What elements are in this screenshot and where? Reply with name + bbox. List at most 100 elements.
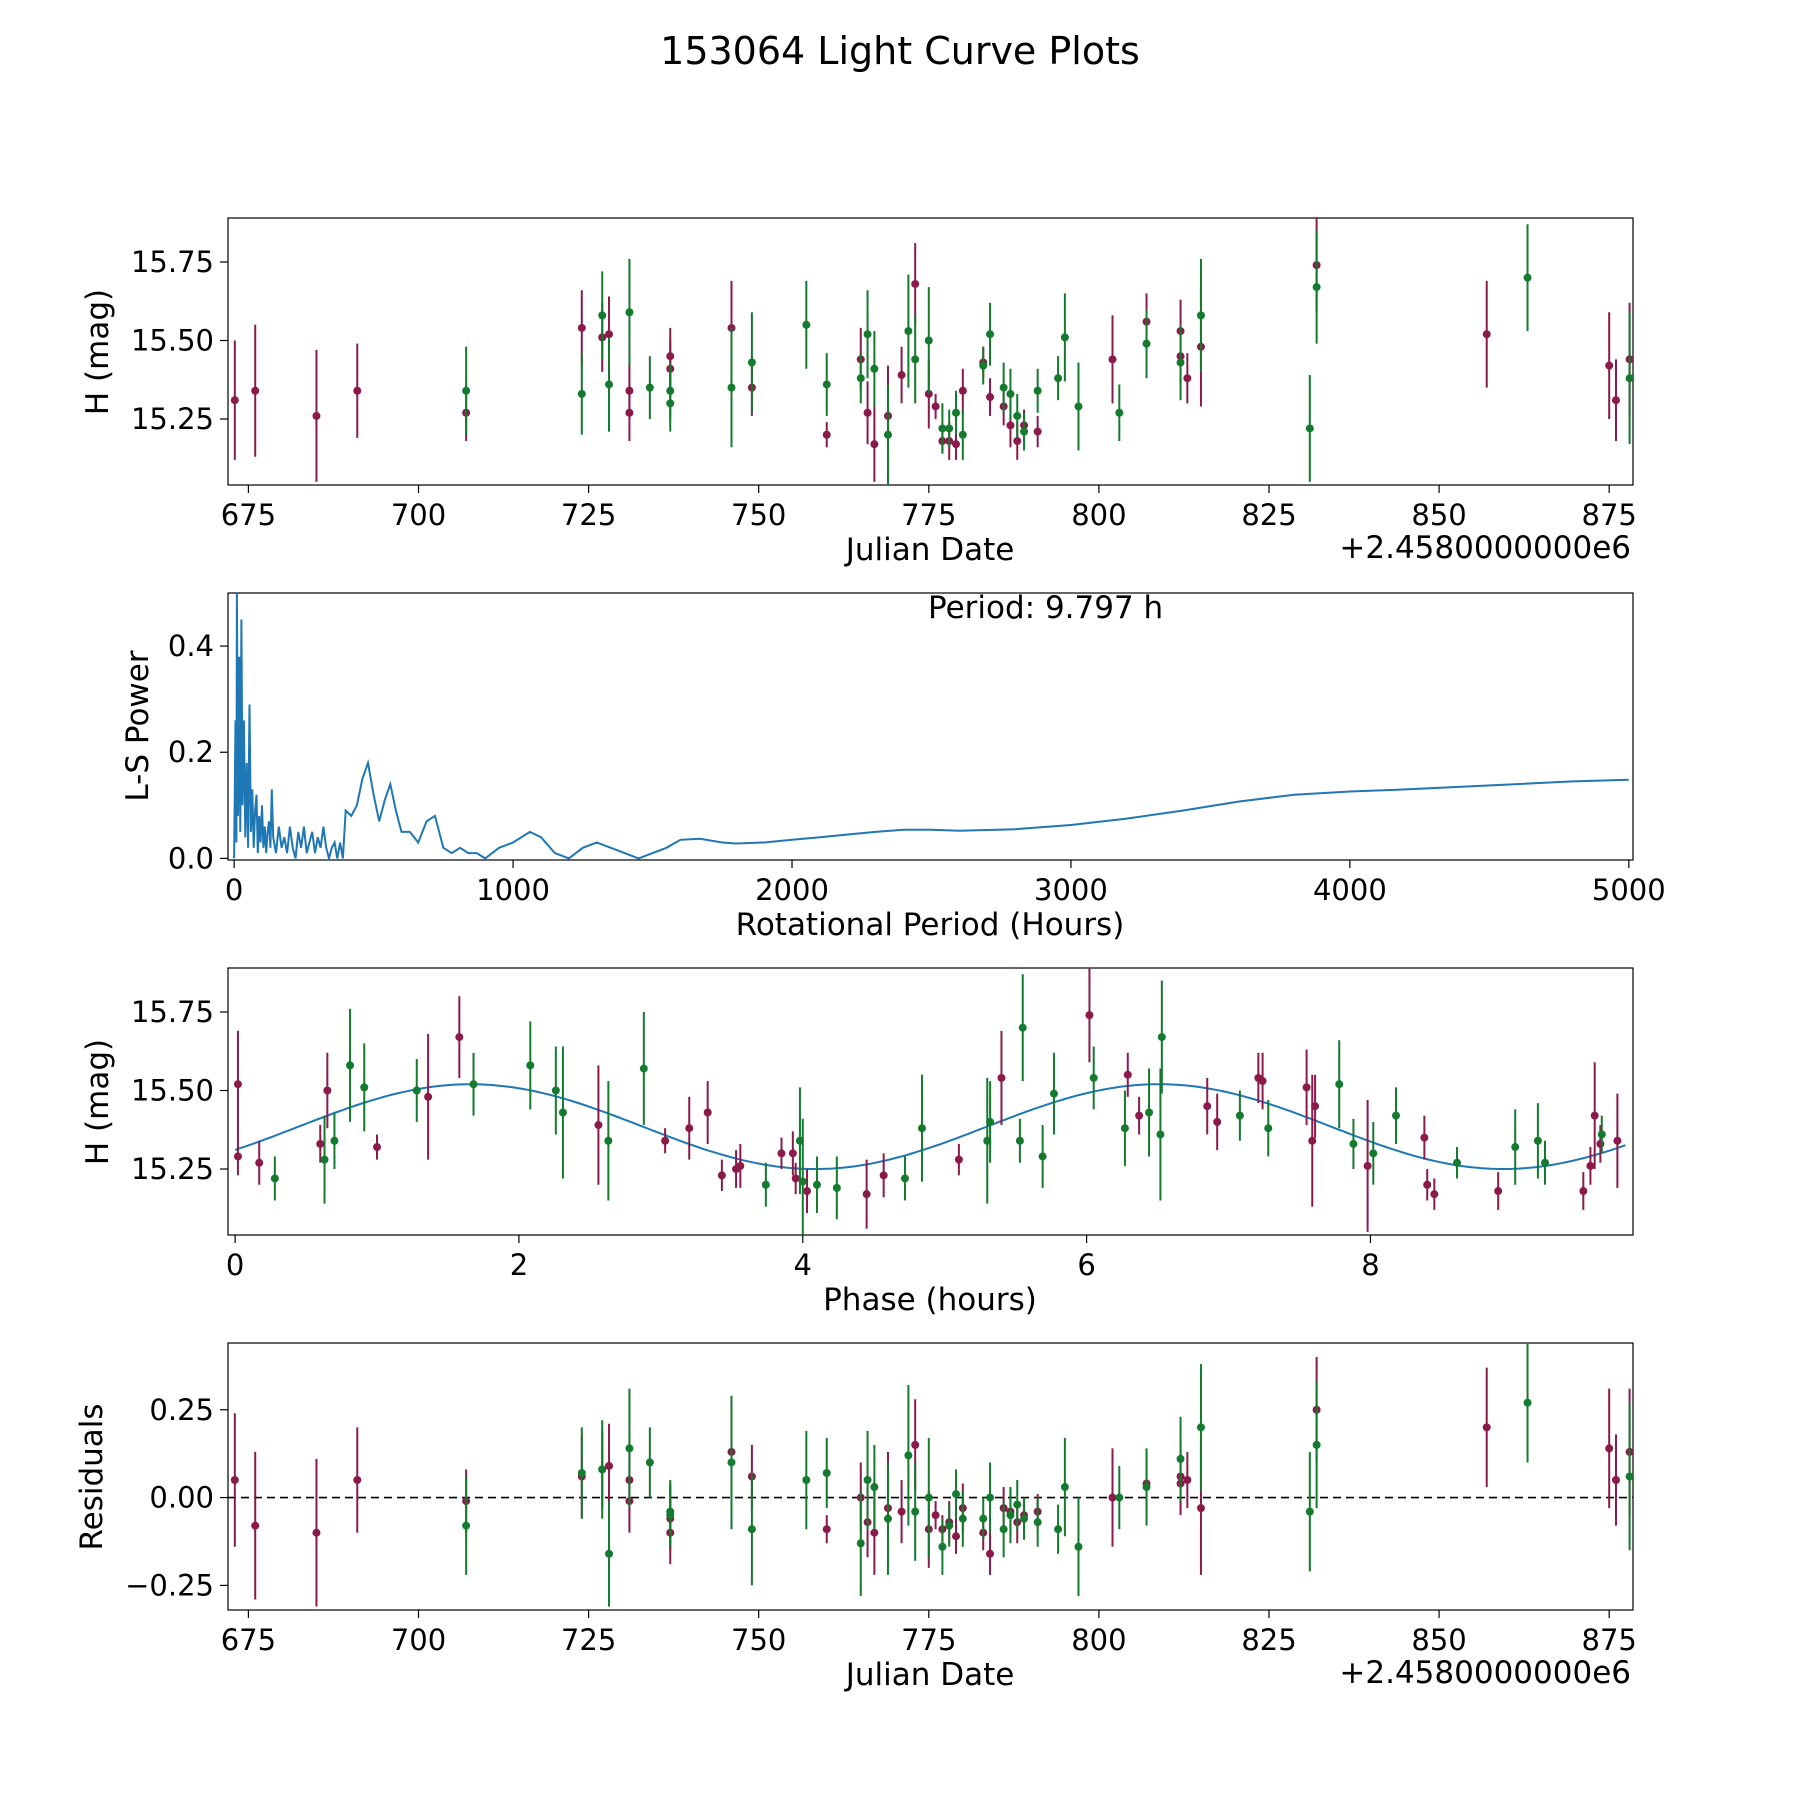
- data-point: [230, 1476, 239, 1485]
- data-point: [1605, 361, 1614, 370]
- data-point: [598, 311, 607, 320]
- x-tick-label: 700: [391, 1623, 446, 1657]
- data-point: [685, 1124, 694, 1133]
- data-point: [924, 1493, 933, 1502]
- data-point: [1074, 402, 1083, 411]
- data-point: [900, 1174, 909, 1183]
- x-tick-label: 4: [794, 1248, 812, 1282]
- data-point: [320, 1155, 329, 1164]
- y-tick-label: 0.0: [168, 841, 214, 875]
- data-point: [747, 358, 756, 367]
- data-point: [353, 1476, 362, 1485]
- data-point: [986, 1117, 995, 1126]
- data-point: [954, 1155, 963, 1164]
- data-point: [666, 1511, 675, 1520]
- panel-phase-folded-frame: [227, 967, 1634, 1236]
- panel-residuals-xlabel: Julian Date: [844, 1657, 1015, 1693]
- data-point: [1349, 1139, 1358, 1148]
- data-point: [1611, 396, 1620, 405]
- x-tick-label: 675: [221, 498, 276, 532]
- data-point: [952, 408, 961, 417]
- y-tick-label: 0.00: [149, 1481, 214, 1515]
- panel-residuals: 675 700 725 750 775 800 825 850 875 −0.25 0.00 0.25…: [74, 1342, 1637, 1693]
- data-point: [1115, 408, 1124, 417]
- x-tick-label: 1000: [476, 873, 550, 907]
- panel-phase-folded: 0 2 4 6 8 15.25 15.50 15.75 Phase (hours) H (ma…: [80, 967, 1634, 1318]
- data-point: [1176, 1454, 1185, 1463]
- data-point: [1482, 1423, 1491, 1432]
- data-point: [1176, 358, 1185, 367]
- panel-light-curve-xlabel: Julian Date: [844, 532, 1015, 568]
- data-point: [323, 1086, 332, 1095]
- x-tick-label: 700: [391, 498, 446, 532]
- data-point: [904, 1451, 913, 1460]
- data-point: [1302, 1083, 1311, 1092]
- x-tick-label: 725: [561, 498, 616, 532]
- data-point: [897, 1507, 906, 1516]
- data-point: [1579, 1187, 1588, 1196]
- data-point: [551, 1086, 560, 1095]
- data-point: [945, 1521, 954, 1530]
- data-point: [1523, 1398, 1532, 1407]
- data-point: [727, 1458, 736, 1467]
- data-point: [1060, 1483, 1069, 1492]
- data-point: [1060, 333, 1069, 342]
- data-point: [577, 1468, 586, 1477]
- data-point: [1049, 1089, 1058, 1098]
- data-point: [1120, 1124, 1129, 1133]
- data-point: [316, 1139, 325, 1148]
- data-point: [1074, 1542, 1083, 1551]
- x-tick-label: 800: [1071, 1623, 1126, 1657]
- data-point: [979, 361, 988, 370]
- period-annotation: Period: 9.797 h: [928, 590, 1163, 626]
- data-point: [1089, 1073, 1098, 1082]
- data-point: [1311, 1102, 1320, 1111]
- data-point: [791, 1174, 800, 1183]
- data-point: [1196, 1423, 1205, 1432]
- panel-residuals-marks: [228, 1343, 1633, 1607]
- data-point: [639, 1064, 648, 1073]
- data-point: [577, 323, 586, 332]
- x-tick-label: 5000: [1592, 873, 1666, 907]
- data-point: [883, 430, 892, 439]
- data-point: [911, 279, 920, 288]
- data-point: [870, 1483, 879, 1492]
- data-point: [455, 1033, 464, 1042]
- y-tick-label: 15.75: [131, 995, 214, 1029]
- data-point: [666, 352, 675, 361]
- data-point: [1308, 1136, 1317, 1145]
- data-point: [360, 1083, 369, 1092]
- data-point: [1157, 1033, 1166, 1042]
- x-tick-label: 800: [1071, 498, 1126, 532]
- x-tick-label: 2: [510, 1248, 528, 1282]
- data-point: [1523, 273, 1532, 282]
- panel-residuals-ylabel: Residuals: [74, 1403, 110, 1550]
- x-tick-label: 875: [1582, 498, 1637, 532]
- data-point: [1305, 424, 1314, 433]
- data-point: [1038, 1152, 1047, 1161]
- data-point: [856, 374, 865, 383]
- data-point: [1054, 374, 1063, 383]
- data-point: [1054, 1525, 1063, 1534]
- panel-residuals-frame: [227, 1342, 1634, 1611]
- data-point: [1391, 1111, 1400, 1120]
- data-point: [1597, 1130, 1606, 1139]
- data-point: [1033, 1518, 1042, 1527]
- data-point: [1085, 1011, 1094, 1020]
- data-point: [856, 1539, 865, 1548]
- series-b-group: [270, 974, 1606, 1235]
- y-tick-label: 0.25: [149, 1393, 214, 1427]
- panel-periodogram-ylabel: L-S Power: [120, 650, 156, 801]
- x-tick-label: 875: [1582, 1623, 1637, 1657]
- data-point: [897, 371, 906, 380]
- data-point: [233, 1080, 242, 1089]
- data-point: [1613, 1136, 1622, 1145]
- data-point: [1018, 1023, 1027, 1032]
- data-point: [251, 1521, 260, 1530]
- data-point: [558, 1108, 567, 1117]
- x-tick-label: 0: [225, 873, 243, 907]
- data-point: [979, 1514, 988, 1523]
- y-tick-label: 15.50: [131, 324, 214, 358]
- data-point: [605, 330, 614, 339]
